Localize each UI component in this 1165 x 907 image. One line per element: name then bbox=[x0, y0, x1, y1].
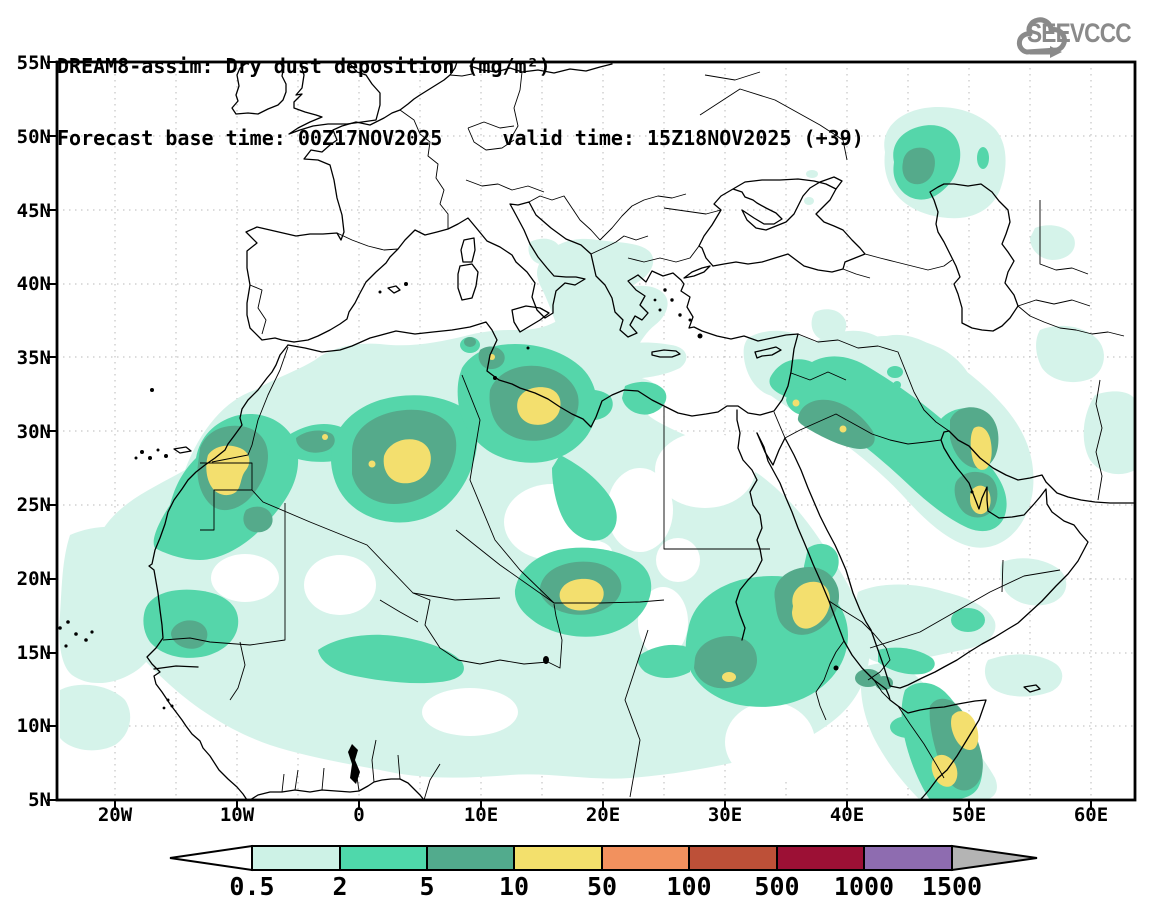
lat-label-15n: 15N bbox=[16, 642, 51, 664]
country-borders bbox=[162, 71, 1125, 800]
cloud-logo-icon bbox=[1016, 17, 1067, 58]
lon-label-0: 0 bbox=[353, 804, 365, 826]
colorbar-cell-100-500 bbox=[688, 845, 778, 871]
colorbar-over-arrow bbox=[951, 844, 1038, 872]
lat-label-35n: 35N bbox=[16, 347, 51, 369]
lat-label-45n: 45N bbox=[16, 200, 51, 222]
lon-label-20w: 20W bbox=[97, 804, 133, 826]
lon-label-50e: 50E bbox=[951, 804, 987, 826]
lon-label-20e: 20E bbox=[585, 804, 621, 826]
lat-label-25n: 25N bbox=[16, 494, 51, 516]
lat-label-5n: 5N bbox=[28, 789, 51, 811]
colorbar bbox=[169, 844, 1038, 872]
colorbar-label-2: 2 bbox=[332, 872, 348, 901]
colorbar-label-1000: 1000 bbox=[833, 872, 895, 901]
axis-ticks bbox=[47, 61, 1092, 810]
colorbar-cell-0.5-2 bbox=[251, 845, 341, 871]
colorbar-label-0.5: 0.5 bbox=[229, 872, 275, 901]
lon-label-60e: 60E bbox=[1073, 804, 1109, 826]
lon-label-10w: 10W bbox=[219, 804, 255, 826]
plot-titles: DREAM8-assim: Dry dust deposition (mg/m²… bbox=[57, 6, 864, 198]
colorbar-under-arrow bbox=[169, 844, 253, 872]
lon-label-30e: 30E bbox=[707, 804, 743, 826]
lat-label-50n: 50N bbox=[16, 126, 51, 148]
colorbar-label-50: 50 bbox=[586, 872, 618, 901]
title-line-2: Forecast base time: 00Z17NOV2025 valid t… bbox=[57, 126, 864, 150]
islands bbox=[173, 237, 1041, 693]
colorbar-label-100: 100 bbox=[666, 872, 712, 901]
logo-text: SEEVCCC bbox=[1027, 18, 1132, 48]
colorbar-label-5: 5 bbox=[419, 872, 435, 901]
colorbar-cell-500-1000 bbox=[776, 845, 865, 871]
seevccc-logo: SEEVCCC bbox=[1027, 18, 1151, 49]
colorbar-cell-2-5 bbox=[339, 845, 428, 871]
colorbar-cell-10-50 bbox=[513, 845, 603, 871]
lat-label-30n: 30N bbox=[16, 421, 51, 443]
lat-label-20n: 20N bbox=[16, 568, 51, 590]
colorbar-cell-50-100 bbox=[601, 845, 690, 871]
title-line-1: DREAM8-assim: Dry dust deposition (mg/m²… bbox=[57, 54, 551, 78]
colorbar-label-10: 10 bbox=[498, 872, 530, 901]
lat-label-40n: 40N bbox=[16, 273, 51, 295]
lat-label-10n: 10N bbox=[16, 715, 51, 737]
colorbar-label-500: 500 bbox=[754, 872, 800, 901]
colorbar-cell-5-10 bbox=[426, 845, 515, 871]
lon-label-40e: 40E bbox=[829, 804, 865, 826]
lat-label-55n: 55N bbox=[16, 52, 51, 74]
colorbar-cell-1000-1500 bbox=[863, 845, 953, 871]
lon-label-10e: 10E bbox=[463, 804, 499, 826]
colorbar-label-1500: 1500 bbox=[921, 872, 983, 901]
